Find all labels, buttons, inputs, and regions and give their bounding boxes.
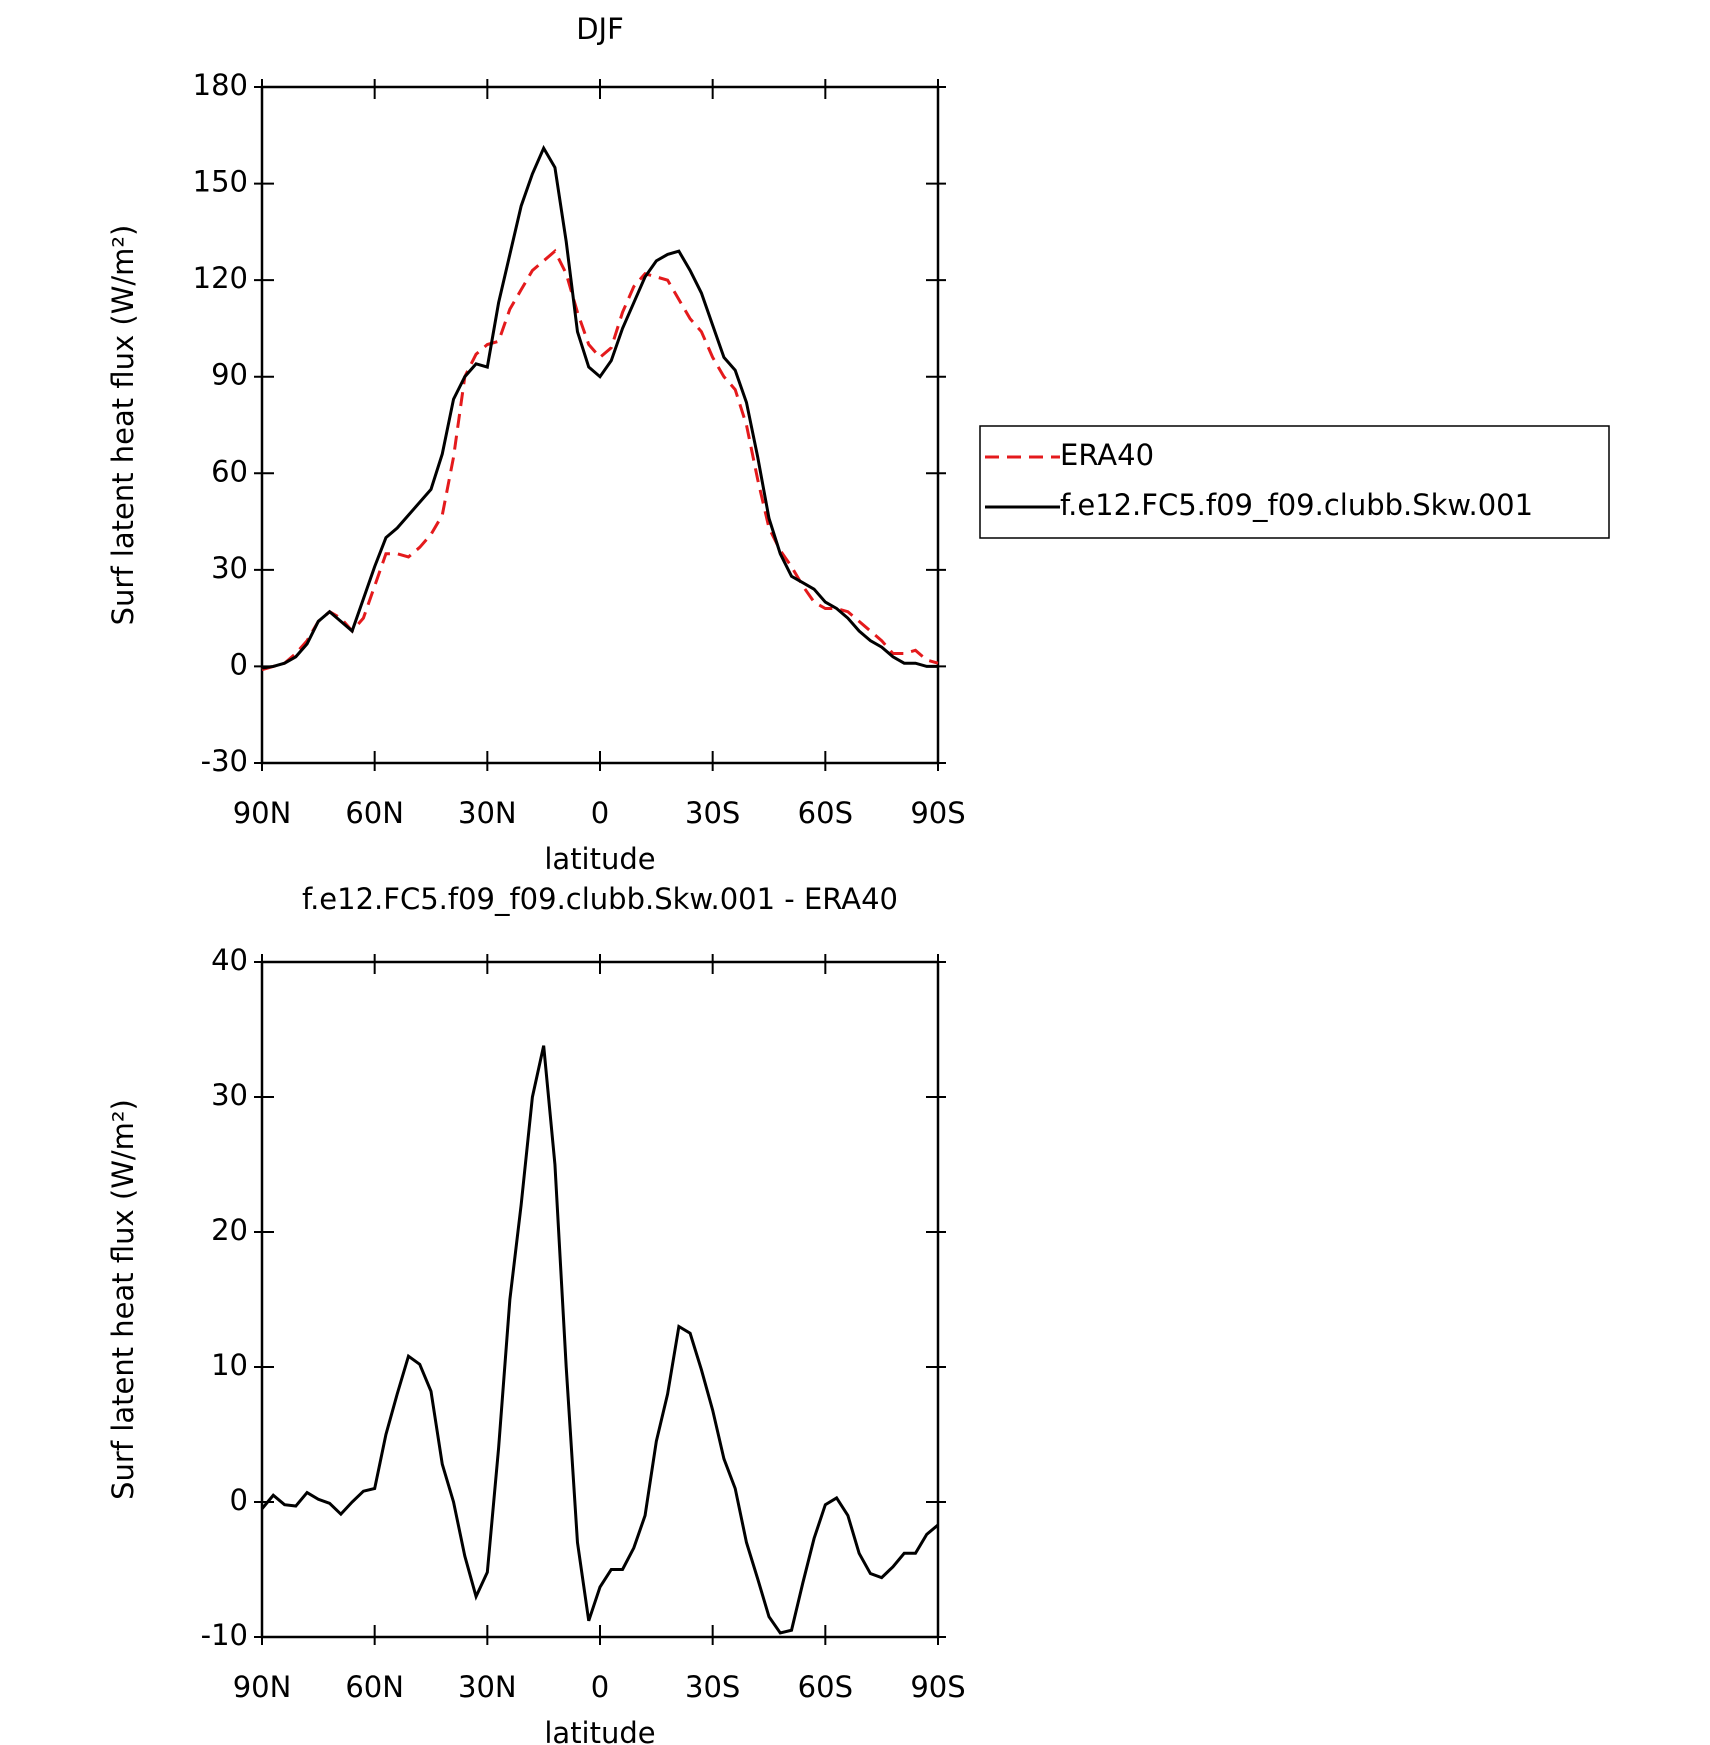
y-tick-label: -30 bbox=[201, 744, 248, 778]
data-line bbox=[261, 144, 938, 670]
x-tick-label: 0 bbox=[591, 1670, 609, 1704]
x-tick-label: 30S bbox=[685, 1670, 740, 1704]
y-tick-label: 0 bbox=[230, 647, 248, 681]
y-axis-label: Surf latent heat flux (W/m²) bbox=[106, 225, 140, 626]
x-tick-label: 0 bbox=[591, 796, 609, 830]
y-tick-label: 120 bbox=[193, 261, 248, 295]
y-tick-label: 30 bbox=[211, 551, 248, 585]
y-tick-label: 40 bbox=[211, 943, 248, 977]
x-tick-label: 60S bbox=[798, 796, 853, 830]
x-tick-label: 30S bbox=[685, 796, 740, 830]
x-axis-label: latitude bbox=[544, 842, 655, 876]
chart-title: f.e12.FC5.f09_f09.clubb.Skw.001 - ERA40 bbox=[302, 882, 898, 916]
data-line bbox=[261, 248, 939, 672]
legend-label: ERA40 bbox=[1060, 438, 1154, 472]
x-tick-label: 30N bbox=[458, 796, 517, 830]
y-tick-label: -10 bbox=[201, 1618, 248, 1652]
plot-frame bbox=[260, 85, 940, 765]
legend-label: f.e12.FC5.f09_f09.clubb.Skw.001 bbox=[1060, 488, 1533, 522]
x-axis-label: latitude bbox=[544, 1716, 655, 1745]
x-tick-label: 60N bbox=[345, 1670, 404, 1704]
y-tick-label: 60 bbox=[211, 454, 248, 488]
x-tick-label: 90N bbox=[233, 796, 292, 830]
y-tick-label: 90 bbox=[211, 358, 248, 392]
y-tick-label: 0 bbox=[230, 1483, 248, 1517]
x-tick-label: 60S bbox=[798, 1670, 853, 1704]
x-tick-label: 90S bbox=[910, 796, 965, 830]
y-tick-label: 20 bbox=[211, 1213, 248, 1247]
legend-box bbox=[979, 425, 1610, 539]
chart-title: DJF bbox=[576, 12, 624, 46]
y-tick-label: 10 bbox=[211, 1348, 248, 1382]
y-tick-label: 150 bbox=[193, 165, 248, 199]
y-tick-label: 30 bbox=[211, 1078, 248, 1112]
y-axis-label: Surf latent heat flux (W/m²) bbox=[106, 1099, 140, 1500]
data-line bbox=[260, 1045, 939, 1635]
x-tick-label: 90S bbox=[910, 1670, 965, 1704]
x-tick-label: 30N bbox=[458, 1670, 517, 1704]
x-tick-label: 90N bbox=[233, 1670, 292, 1704]
y-tick-label: 180 bbox=[193, 68, 248, 102]
plot-frame bbox=[260, 960, 940, 1639]
x-tick-label: 60N bbox=[345, 796, 404, 830]
